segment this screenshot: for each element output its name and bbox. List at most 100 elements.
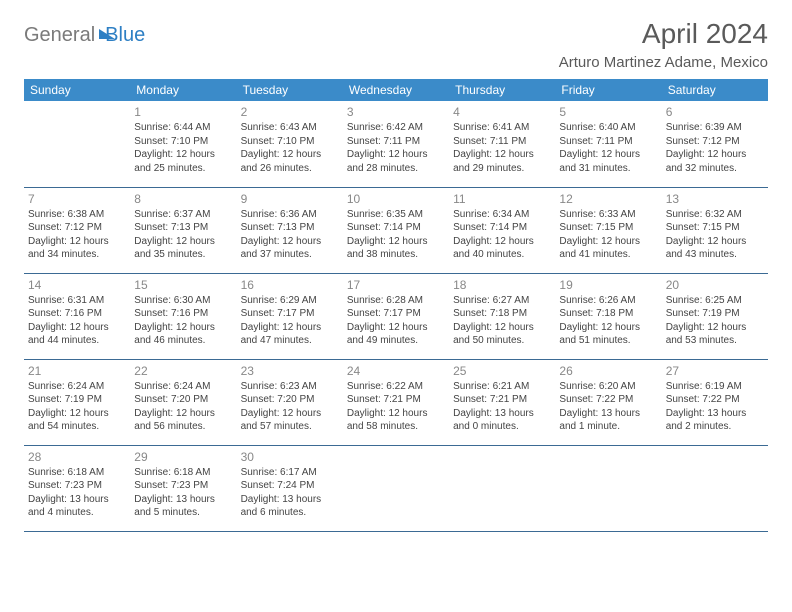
day-sunrise: Sunrise: 6:43 AM [241,121,339,135]
day-number: 7 [28,191,126,207]
day-dl2: and 57 minutes. [241,420,339,434]
day-dl1: Daylight: 12 hours [241,407,339,421]
calendar-week-row: 28Sunrise: 6:18 AMSunset: 7:23 PMDayligh… [24,445,768,531]
day-dl1: Daylight: 12 hours [453,321,551,335]
day-dl2: and 25 minutes. [134,162,232,176]
day-sunrise: Sunrise: 6:17 AM [241,466,339,480]
day-sunrise: Sunrise: 6:28 AM [347,294,445,308]
day-number: 17 [347,277,445,293]
calendar-day-cell: 23Sunrise: 6:23 AMSunset: 7:20 PMDayligh… [237,359,343,445]
calendar-day-cell: 2Sunrise: 6:43 AMSunset: 7:10 PMDaylight… [237,101,343,187]
day-sunrise: Sunrise: 6:25 AM [666,294,764,308]
day-sunset: Sunset: 7:11 PM [453,135,551,149]
day-sunrise: Sunrise: 6:39 AM [666,121,764,135]
day-dl2: and 0 minutes. [453,420,551,434]
day-dl2: and 1 minute. [559,420,657,434]
weekday-header: Friday [555,79,661,101]
day-dl1: Daylight: 13 hours [559,407,657,421]
calendar-day-cell: 28Sunrise: 6:18 AMSunset: 7:23 PMDayligh… [24,445,130,531]
day-dl2: and 31 minutes. [559,162,657,176]
calendar-empty-cell [343,445,449,531]
day-number: 27 [666,363,764,379]
calendar-day-cell: 20Sunrise: 6:25 AMSunset: 7:19 PMDayligh… [662,273,768,359]
day-dl2: and 56 minutes. [134,420,232,434]
day-dl2: and 43 minutes. [666,248,764,262]
day-dl1: Daylight: 12 hours [241,235,339,249]
calendar-day-cell: 17Sunrise: 6:28 AMSunset: 7:17 PMDayligh… [343,273,449,359]
day-dl2: and 37 minutes. [241,248,339,262]
calendar-week-row: 21Sunrise: 6:24 AMSunset: 7:19 PMDayligh… [24,359,768,445]
calendar-day-cell: 30Sunrise: 6:17 AMSunset: 7:24 PMDayligh… [237,445,343,531]
day-dl2: and 6 minutes. [241,506,339,520]
day-sunset: Sunset: 7:20 PM [241,393,339,407]
day-sunset: Sunset: 7:18 PM [453,307,551,321]
day-number: 11 [453,191,551,207]
day-dl1: Daylight: 13 hours [241,493,339,507]
day-dl2: and 50 minutes. [453,334,551,348]
day-sunrise: Sunrise: 6:41 AM [453,121,551,135]
day-sunrise: Sunrise: 6:26 AM [559,294,657,308]
day-number: 28 [28,449,126,465]
day-sunrise: Sunrise: 6:18 AM [28,466,126,480]
day-number: 1 [134,104,232,120]
day-number: 15 [134,277,232,293]
calendar-day-cell: 11Sunrise: 6:34 AMSunset: 7:14 PMDayligh… [449,187,555,273]
day-sunrise: Sunrise: 6:30 AM [134,294,232,308]
calendar-day-cell: 5Sunrise: 6:40 AMSunset: 7:11 PMDaylight… [555,101,661,187]
calendar-day-cell: 7Sunrise: 6:38 AMSunset: 7:12 PMDaylight… [24,187,130,273]
day-dl1: Daylight: 12 hours [666,148,764,162]
day-dl1: Daylight: 12 hours [453,148,551,162]
day-dl1: Daylight: 13 hours [134,493,232,507]
page-title: April 2024 [559,18,768,50]
day-dl1: Daylight: 12 hours [666,321,764,335]
day-dl1: Daylight: 12 hours [347,148,445,162]
day-sunrise: Sunrise: 6:31 AM [28,294,126,308]
day-dl2: and 29 minutes. [453,162,551,176]
day-sunset: Sunset: 7:15 PM [559,221,657,235]
day-dl2: and 40 minutes. [453,248,551,262]
weekday-header: Saturday [662,79,768,101]
calendar-empty-cell [662,445,768,531]
day-dl1: Daylight: 12 hours [134,321,232,335]
day-dl1: Daylight: 12 hours [28,235,126,249]
day-dl2: and 41 minutes. [559,248,657,262]
day-sunrise: Sunrise: 6:38 AM [28,208,126,222]
day-dl1: Daylight: 12 hours [28,407,126,421]
day-sunset: Sunset: 7:10 PM [134,135,232,149]
day-number: 14 [28,277,126,293]
day-number: 26 [559,363,657,379]
day-sunset: Sunset: 7:20 PM [134,393,232,407]
day-dl1: Daylight: 12 hours [241,148,339,162]
day-dl1: Daylight: 12 hours [28,321,126,335]
day-sunset: Sunset: 7:13 PM [241,221,339,235]
day-sunset: Sunset: 7:14 PM [347,221,445,235]
day-number: 10 [347,191,445,207]
calendar-day-cell: 16Sunrise: 6:29 AMSunset: 7:17 PMDayligh… [237,273,343,359]
day-sunset: Sunset: 7:12 PM [666,135,764,149]
calendar-week-row: 14Sunrise: 6:31 AMSunset: 7:16 PMDayligh… [24,273,768,359]
day-dl2: and 53 minutes. [666,334,764,348]
calendar-day-cell: 22Sunrise: 6:24 AMSunset: 7:20 PMDayligh… [130,359,236,445]
calendar-day-cell: 19Sunrise: 6:26 AMSunset: 7:18 PMDayligh… [555,273,661,359]
day-number: 8 [134,191,232,207]
calendar-day-cell: 24Sunrise: 6:22 AMSunset: 7:21 PMDayligh… [343,359,449,445]
calendar-day-cell: 3Sunrise: 6:42 AMSunset: 7:11 PMDaylight… [343,101,449,187]
day-number: 4 [453,104,551,120]
day-number: 16 [241,277,339,293]
day-sunset: Sunset: 7:22 PM [559,393,657,407]
day-dl2: and 26 minutes. [241,162,339,176]
calendar-empty-cell [24,101,130,187]
calendar-day-cell: 29Sunrise: 6:18 AMSunset: 7:23 PMDayligh… [130,445,236,531]
day-sunset: Sunset: 7:14 PM [453,221,551,235]
day-sunset: Sunset: 7:10 PM [241,135,339,149]
day-sunset: Sunset: 7:17 PM [347,307,445,321]
calendar-week-row: 7Sunrise: 6:38 AMSunset: 7:12 PMDaylight… [24,187,768,273]
day-sunrise: Sunrise: 6:36 AM [241,208,339,222]
day-sunrise: Sunrise: 6:21 AM [453,380,551,394]
day-dl2: and 58 minutes. [347,420,445,434]
calendar-table: SundayMondayTuesdayWednesdayThursdayFrid… [24,79,768,532]
weekday-header: Thursday [449,79,555,101]
day-number: 22 [134,363,232,379]
day-dl1: Daylight: 12 hours [241,321,339,335]
calendar-day-cell: 26Sunrise: 6:20 AMSunset: 7:22 PMDayligh… [555,359,661,445]
